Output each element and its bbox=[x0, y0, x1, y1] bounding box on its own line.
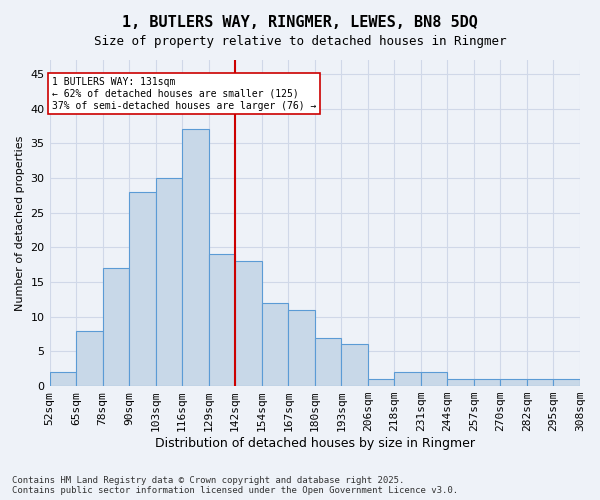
Bar bbox=[262, 303, 288, 386]
Text: Contains HM Land Registry data © Crown copyright and database right 2025.
Contai: Contains HM Land Registry data © Crown c… bbox=[12, 476, 458, 495]
Bar bbox=[129, 192, 155, 386]
Bar bbox=[500, 379, 527, 386]
Bar bbox=[155, 178, 182, 386]
Bar bbox=[209, 254, 235, 386]
Bar bbox=[288, 310, 315, 386]
Bar bbox=[448, 379, 474, 386]
Bar bbox=[182, 130, 209, 386]
Text: 1, BUTLERS WAY, RINGMER, LEWES, BN8 5DQ: 1, BUTLERS WAY, RINGMER, LEWES, BN8 5DQ bbox=[122, 15, 478, 30]
Bar bbox=[315, 338, 341, 386]
Y-axis label: Number of detached properties: Number of detached properties bbox=[15, 136, 25, 310]
Text: Size of property relative to detached houses in Ringmer: Size of property relative to detached ho… bbox=[94, 35, 506, 48]
Text: 1 BUTLERS WAY: 131sqm
← 62% of detached houses are smaller (125)
37% of semi-det: 1 BUTLERS WAY: 131sqm ← 62% of detached … bbox=[52, 78, 317, 110]
Bar bbox=[50, 372, 76, 386]
Bar bbox=[368, 379, 394, 386]
Bar bbox=[421, 372, 448, 386]
Bar bbox=[527, 379, 553, 386]
Bar bbox=[553, 379, 580, 386]
Bar bbox=[76, 330, 103, 386]
X-axis label: Distribution of detached houses by size in Ringmer: Distribution of detached houses by size … bbox=[155, 437, 475, 450]
Bar bbox=[341, 344, 368, 386]
Bar bbox=[474, 379, 500, 386]
Bar bbox=[235, 261, 262, 386]
Bar bbox=[103, 268, 129, 386]
Bar bbox=[394, 372, 421, 386]
